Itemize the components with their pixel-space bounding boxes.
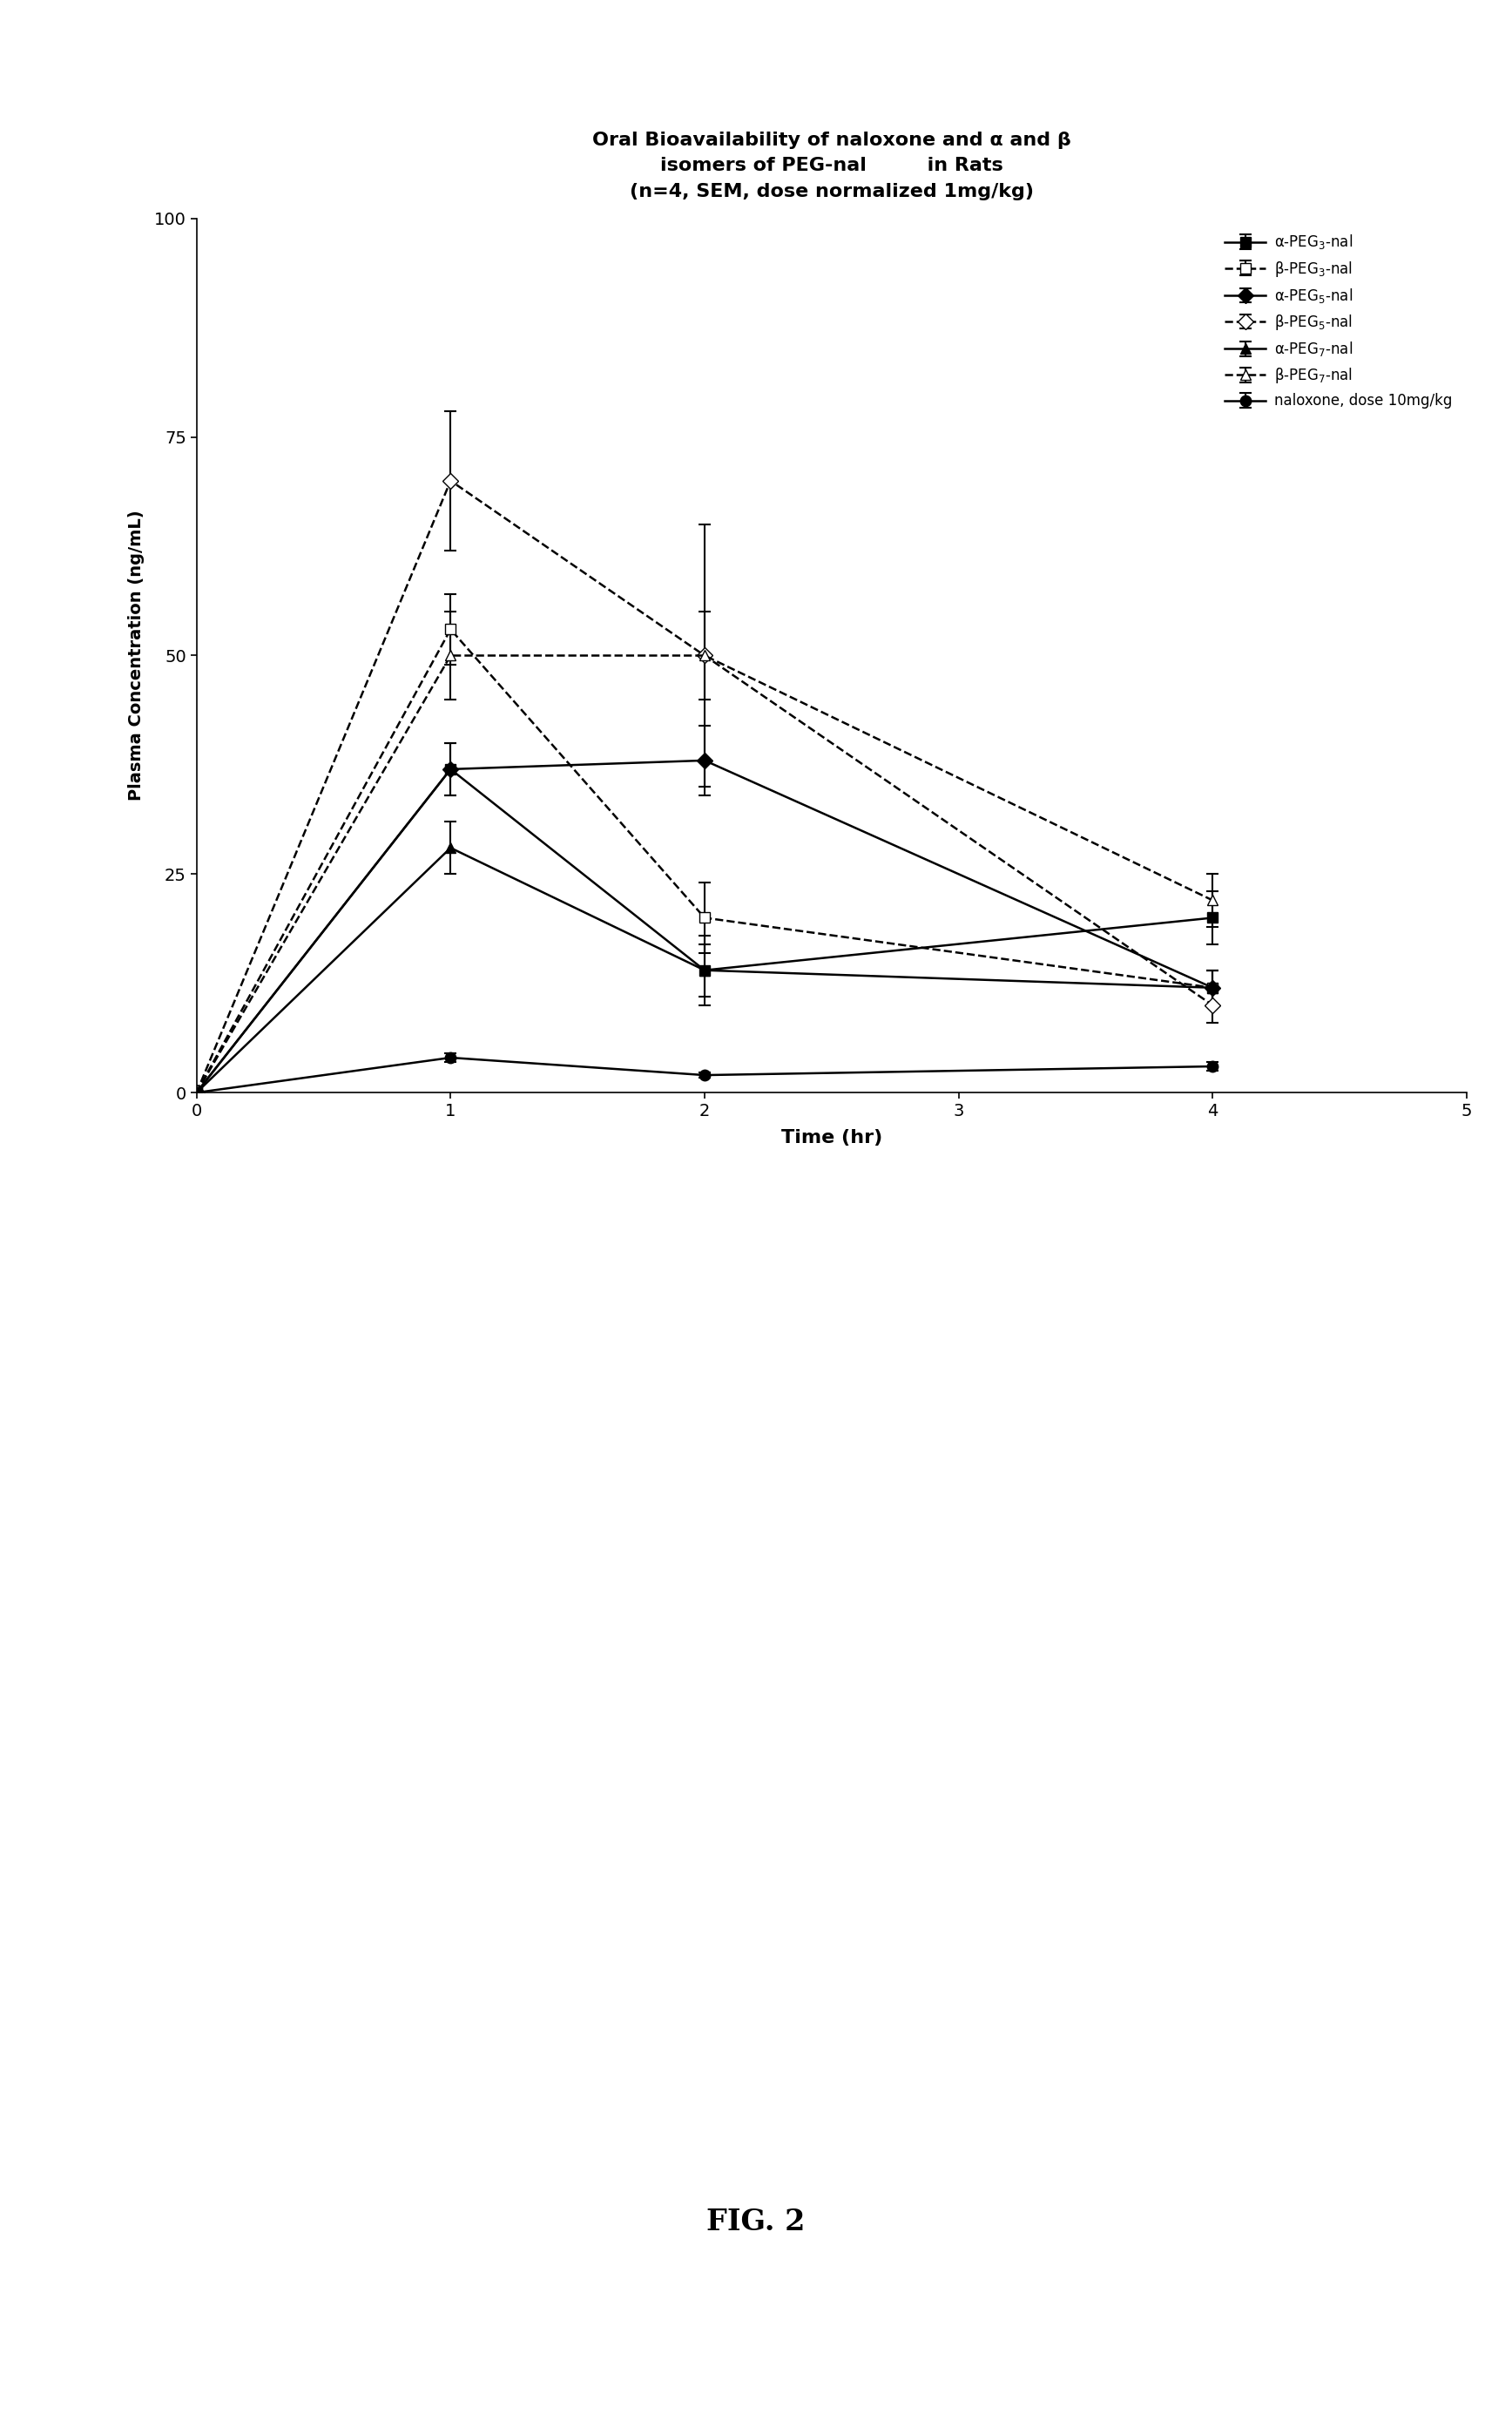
X-axis label: Time (hr): Time (hr) [782, 1129, 881, 1146]
Title: Oral Bioavailability of naloxone and α and β
isomers of PEG-nal         in Rats
: Oral Bioavailability of naloxone and α a… [593, 131, 1070, 199]
Legend: α-PEG$_3$-nal, β-PEG$_3$-nal, α-PEG$_5$-nal, β-PEG$_5$-nal, α-PEG$_7$-nal, β-PEG: α-PEG$_3$-nal, β-PEG$_3$-nal, α-PEG$_5$-… [1217, 226, 1459, 415]
Text: FIG. 2: FIG. 2 [706, 2207, 806, 2236]
Y-axis label: Plasma Concentration (ng/mL): Plasma Concentration (ng/mL) [129, 510, 145, 801]
